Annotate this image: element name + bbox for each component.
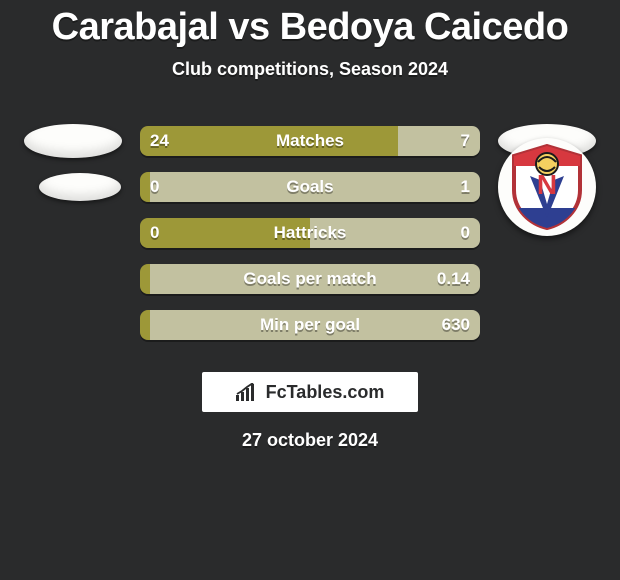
stat-value-left: 0 <box>150 177 159 197</box>
left-avatar-slot <box>24 302 122 348</box>
stat-value-right: 630 <box>442 315 470 335</box>
stat-value-left: 0 <box>150 223 159 243</box>
stat-bar-left-seg <box>140 264 150 294</box>
right-avatar-slot <box>498 256 596 302</box>
branding-badge: FcTables.com <box>202 372 418 412</box>
branding-text: FcTables.com <box>266 382 385 403</box>
stat-value-right: 1 <box>461 177 470 197</box>
comparison-row: 0 Goals 1 N <box>0 164 620 210</box>
left-avatar-slot <box>24 164 122 210</box>
player-avatar-placeholder <box>39 173 121 201</box>
stat-label: Goals <box>286 177 333 197</box>
stat-label: Hattricks <box>274 223 347 243</box>
stat-label: Min per goal <box>260 315 360 335</box>
stat-value-right: 7 <box>461 131 470 151</box>
stat-value-left: 24 <box>150 131 169 151</box>
stat-bar: 0 Goals 1 <box>140 172 480 202</box>
stat-bar: 0 Hattricks 0 <box>140 218 480 248</box>
snapshot-date: 27 october 2024 <box>0 430 620 451</box>
comparison-row: Goals per match 0.14 <box>0 256 620 302</box>
barchart-icon <box>236 383 258 401</box>
stat-bar: 24 Matches 7 <box>140 126 480 156</box>
left-avatar-slot <box>24 118 122 164</box>
stat-bar: Goals per match 0.14 <box>140 264 480 294</box>
stat-bar-left-seg <box>140 310 150 340</box>
club-crest: N <box>498 138 596 236</box>
stat-label: Matches <box>276 131 344 151</box>
comparison-row: Min per goal 630 <box>0 302 620 348</box>
svg-text:N: N <box>537 169 557 200</box>
stat-bar-left-seg <box>140 172 150 202</box>
club-crest-icon: N <box>510 144 584 230</box>
stat-value-right: 0 <box>461 223 470 243</box>
player-avatar-placeholder <box>24 124 122 158</box>
left-avatar-slot <box>24 210 122 256</box>
right-avatar-slot <box>498 302 596 348</box>
comparison-rows: 24 Matches 7 0 Goals 1 N 0 Hattricks 0 Goals per… <box>0 118 620 348</box>
stat-bar-left-seg <box>140 126 398 156</box>
right-avatar-slot: N <box>498 164 596 210</box>
stat-value-right: 0.14 <box>437 269 470 289</box>
subtitle: Club competitions, Season 2024 <box>0 59 620 80</box>
stat-label: Goals per match <box>243 269 376 289</box>
stat-bar: Min per goal 630 <box>140 310 480 340</box>
page-title: Carabajal vs Bedoya Caicedo <box>0 6 620 49</box>
left-avatar-slot <box>24 256 122 302</box>
